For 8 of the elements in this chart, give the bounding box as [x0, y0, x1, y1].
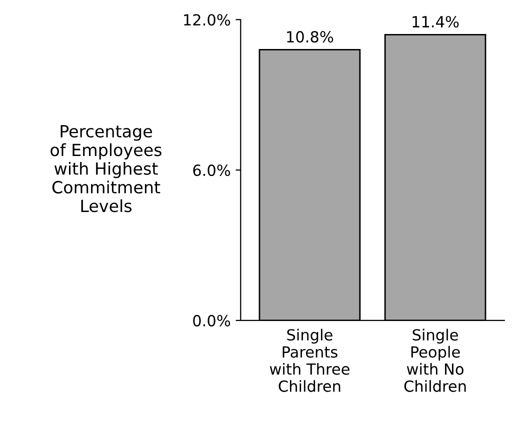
x-tick-label: Single Parents with Three Children	[270, 328, 350, 392]
y-axis-title: Percentage of Employees with Highest Commitment Levels	[50, 125, 162, 212]
y-tick-label: 12.0%	[184, 14, 230, 26]
x-tick-label: Single People with No Children	[404, 328, 466, 392]
y-tick-label: 0.0%	[193, 314, 230, 326]
data-label: 10.8%	[287, 31, 334, 43]
y-tick-label: 6.0%	[193, 164, 230, 176]
data-label: 11.4%	[412, 16, 459, 28]
